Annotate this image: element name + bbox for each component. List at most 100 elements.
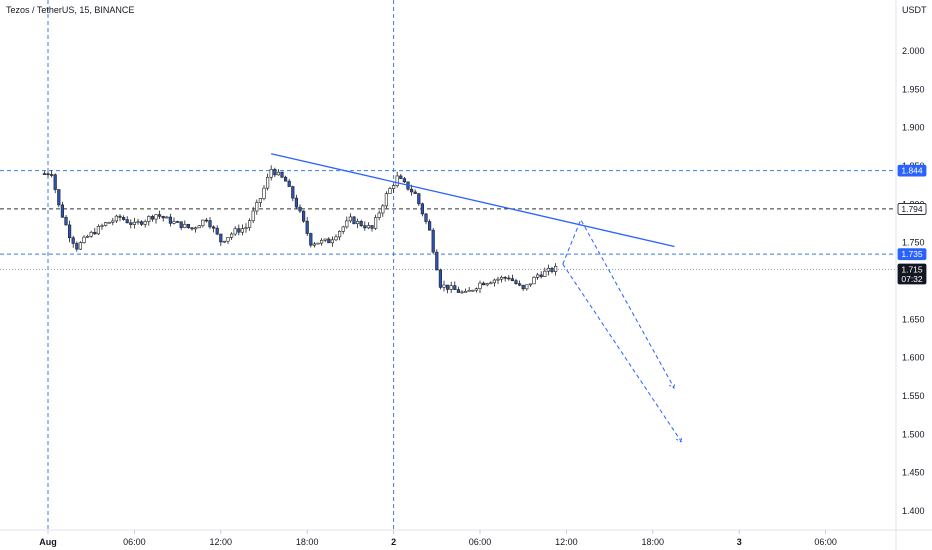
candle-body (71, 237, 75, 244)
candle (136, 218, 140, 225)
candle-body (395, 175, 399, 186)
time-axis-ticks[interactable]: Aug 06:00 12:00 18:00 2 06:00 12:00 18:00 3 06:00 (39, 530, 837, 547)
candle-body (496, 278, 500, 281)
candle-body (327, 238, 331, 244)
candle (93, 227, 97, 235)
candle (212, 225, 216, 233)
candle (550, 266, 554, 274)
candle-body (276, 171, 281, 176)
last-price-badge (897, 263, 927, 285)
candle-body (194, 227, 198, 230)
candle-body (460, 291, 464, 294)
candle-body (388, 188, 392, 194)
candle (355, 218, 360, 229)
candle (154, 214, 158, 224)
candle (230, 232, 234, 240)
candle (467, 286, 471, 292)
candle (510, 274, 515, 282)
candle-body (445, 284, 450, 290)
candle-body (319, 239, 324, 244)
descending-trendline[interactable] (271, 153, 675, 248)
candle (456, 286, 461, 293)
candle-body (399, 175, 403, 179)
candle-body (287, 180, 291, 187)
candle (208, 217, 212, 229)
candle-body (345, 220, 349, 228)
candle (334, 234, 338, 242)
candle (161, 215, 165, 222)
candle-body (391, 185, 396, 189)
candle (399, 173, 403, 180)
candle-body (489, 282, 493, 285)
candle-body (305, 220, 309, 234)
candle (301, 210, 306, 223)
candle (64, 214, 68, 226)
time-tick-label: 12:00 (210, 537, 233, 547)
candle (132, 217, 137, 229)
candle (507, 275, 511, 281)
candle (553, 263, 558, 276)
candle-body (298, 206, 302, 212)
candle-body (478, 282, 482, 290)
time-tick-label: 3 (737, 537, 742, 547)
candle-body (183, 223, 187, 228)
candle (525, 284, 529, 291)
candle-body (301, 210, 306, 222)
time-tick-label: 06:00 (469, 537, 492, 547)
candle (420, 202, 425, 217)
candle (514, 278, 518, 285)
candle (449, 281, 453, 293)
candle (492, 278, 497, 287)
projection-path-1[interactable] (562, 218, 675, 389)
candle-body (370, 225, 374, 229)
candle (535, 272, 540, 280)
candle (359, 219, 363, 228)
candle-body (60, 204, 64, 218)
symbol-title[interactable]: Tezos / TetherUS, 15, BINANCE (6, 5, 135, 15)
candle (68, 220, 72, 243)
drawing-tools[interactable] (271, 153, 683, 443)
candle (539, 271, 543, 279)
candle (75, 241, 79, 252)
candle-body (265, 176, 270, 189)
candle (140, 220, 144, 227)
candle (237, 224, 241, 236)
price-tick-label: 1.750 (902, 238, 925, 248)
candle-body (532, 277, 536, 285)
candle (197, 224, 201, 229)
candle (521, 284, 525, 291)
candle (143, 219, 147, 228)
candle-body (499, 276, 504, 280)
support-badge-label: 1.735 (901, 249, 923, 259)
time-tick-label: 18:00 (296, 537, 319, 547)
candle-body (402, 178, 407, 183)
candle (179, 221, 183, 231)
candle-body (553, 265, 558, 272)
candle (294, 194, 299, 209)
candle (341, 225, 345, 235)
candle (204, 217, 209, 223)
candle (489, 281, 493, 285)
candle-body (96, 226, 100, 235)
candle-body (114, 215, 118, 222)
candle (431, 227, 435, 255)
candle (125, 216, 129, 224)
candle-body (381, 205, 385, 214)
candle-body (82, 236, 86, 243)
price-tick-label: 1.400 (902, 506, 925, 516)
candle-body (471, 289, 475, 292)
candle-body (136, 221, 140, 224)
projection-path-2[interactable] (562, 263, 683, 443)
candle-body (230, 233, 234, 238)
currency-label: USDT (902, 5, 927, 15)
candle (168, 213, 173, 227)
candle (107, 221, 111, 224)
price-tick-label: 1.950 (902, 84, 925, 94)
candle-body (251, 210, 255, 221)
candle-body (481, 282, 486, 286)
candle (424, 212, 428, 225)
candle-body (449, 285, 453, 290)
candle-body (467, 289, 471, 292)
candle (89, 230, 93, 238)
